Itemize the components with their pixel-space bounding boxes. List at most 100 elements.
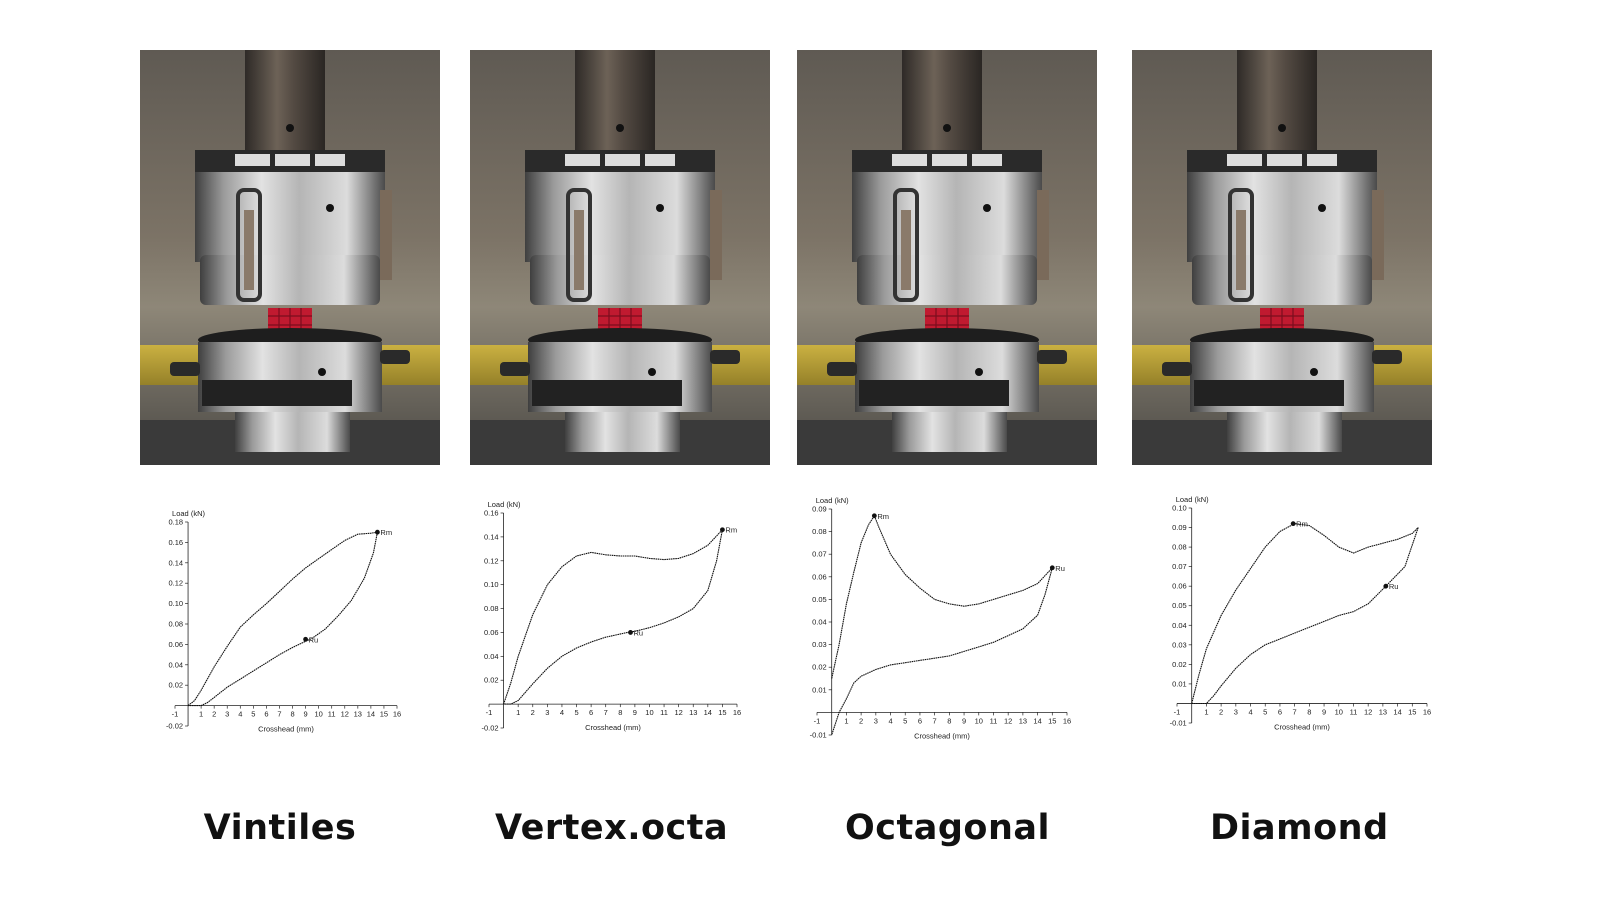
y-tick-label: 0.12	[168, 579, 183, 588]
x-axis-label: Crosshead (mm)	[585, 723, 641, 732]
point-ru-marker	[628, 630, 633, 635]
y-tick-label: 0.04	[812, 618, 827, 627]
y-tick-label: -0.01	[1170, 719, 1187, 728]
x-tick-label: 11	[990, 716, 998, 725]
x-tick-label: 6	[1278, 707, 1282, 716]
x-tick-label: 14	[704, 708, 712, 717]
y-tick-label: 0.04	[1172, 621, 1187, 630]
point-ru-label: Ru	[1055, 564, 1065, 573]
y-tick-label: 0.07	[1172, 562, 1187, 571]
x-tick-label: 16	[1423, 707, 1431, 716]
x-tick-label: 15	[1048, 716, 1056, 725]
load-displacement-chart: -1 1 2 3 4 5 6 7 8 9 10 11 12 13 14 15 16 -0.01 0.01 0.02 0.…	[795, 495, 1075, 760]
x-tick-label: 2	[1219, 707, 1223, 716]
x-tick-label: 2	[859, 716, 863, 725]
y-tick-label: 0.18	[168, 518, 183, 527]
y-tick-label: 0.06	[484, 628, 499, 637]
y-tick-label: 0.03	[812, 640, 827, 649]
x-tick-label: 13	[689, 708, 697, 717]
point-rm-marker	[375, 529, 380, 535]
x-tick-label: 5	[903, 716, 907, 725]
x-tick-label: 8	[290, 710, 294, 719]
x-tick-label: 5	[574, 708, 578, 717]
x-tick-label: 14	[1393, 707, 1401, 716]
y-tick-label: 0.10	[168, 599, 183, 608]
x-tick-label: 4	[560, 708, 564, 717]
x-tick-label: 1	[516, 708, 520, 717]
y-tick-label: 0.09	[812, 505, 827, 514]
point-rm-marker	[871, 513, 877, 519]
y-tick-label: 0.10	[484, 580, 499, 589]
y-axis-label: Load (kN)	[172, 509, 205, 518]
load-displacement-chart: -1 1 2 3 4 5 6 7 8 9 10 11 12 13 14 15 16 -0.01 0.01 0.02 0.…	[1155, 490, 1435, 755]
x-tick-label: 6	[918, 716, 922, 725]
x-tick-label: 1	[844, 716, 848, 725]
y-tick-label: 0.06	[812, 572, 827, 581]
x-tick-label: 15	[380, 710, 388, 719]
point-ru-label: Ru	[634, 628, 644, 637]
x-tick-label: 4	[1248, 707, 1252, 716]
series-unloading-line	[831, 567, 1053, 736]
y-tick-label: -0.02	[166, 722, 183, 731]
x-tick-label: 5	[251, 710, 255, 719]
y-tick-label: 0.05	[1172, 601, 1187, 610]
x-tick-label: -1	[172, 710, 179, 719]
x-tick-label: 11	[660, 708, 668, 717]
panel-vertex-octa: -1 1 2 3 4 5 6 7 8 9 10 11 12 13 14 15 16 -0.02 0.02 0.04 0.…	[0, 0, 800, 848]
x-tick-label: 10	[1335, 707, 1343, 716]
x-tick-label: 9	[962, 716, 966, 725]
x-tick-label: -1	[814, 716, 821, 725]
point-ru-marker	[1383, 583, 1389, 589]
x-tick-label: 10	[645, 708, 653, 717]
x-tick-label: 3	[225, 710, 229, 719]
y-tick-label: 0.01	[812, 685, 827, 694]
y-tick-label: 0.02	[1172, 660, 1187, 669]
y-tick-label: 0.08	[1172, 543, 1187, 552]
y-axis-label: Load (kN)	[488, 500, 521, 509]
x-tick-label: 3	[874, 716, 878, 725]
x-tick-label: 14	[367, 710, 375, 719]
point-ru-marker	[303, 636, 308, 642]
y-tick-label: -0.02	[481, 724, 498, 733]
series-loading-line	[187, 531, 378, 707]
series-unloading-line	[188, 532, 378, 707]
point-rm-label: Rm	[1296, 520, 1308, 529]
y-tick-label: 0.06	[168, 640, 183, 649]
y-tick-label: 0.08	[484, 604, 499, 613]
y-tick-label: 0.05	[812, 595, 827, 604]
x-tick-label: 7	[277, 710, 281, 719]
x-tick-label: 3	[545, 708, 549, 717]
x-tick-label: 1	[199, 710, 203, 719]
y-tick-label: 0.06	[1172, 582, 1187, 591]
panel-caption: Vertex.octa	[495, 808, 729, 848]
x-tick-label: 16	[733, 708, 741, 717]
x-tick-label: 9	[304, 710, 308, 719]
x-tick-label: 6	[264, 710, 268, 719]
x-tick-label: 9	[633, 708, 637, 717]
series-loading-line	[831, 514, 1053, 679]
x-tick-label: 10	[975, 716, 983, 725]
x-tick-label: 8	[947, 716, 951, 725]
x-tick-label: 8	[1307, 707, 1311, 716]
x-tick-label: 3	[1234, 707, 1238, 716]
y-tick-label: 0.04	[168, 660, 183, 669]
x-tick-label: 8	[618, 708, 622, 717]
panel-caption: Octagonal	[845, 808, 1050, 848]
y-tick-label: 0.10	[1172, 504, 1187, 513]
x-tick-label: 2	[212, 710, 216, 719]
x-tick-label: 2	[531, 708, 535, 717]
y-tick-label: 0.09	[1172, 523, 1187, 532]
load-displacement-chart: -1 1 2 3 4 5 6 7 8 9 10 11 12 13 14 15 16 -0.02 0.02 0.04 0.…	[155, 508, 415, 748]
x-tick-label: 14	[1033, 716, 1041, 725]
point-rm-label: Rm	[380, 528, 392, 537]
series-loading-line	[1191, 523, 1419, 704]
x-tick-label: 4	[238, 710, 242, 719]
panel-diamond: -1 1 2 3 4 5 6 7 8 9 10 11 12 13 14 15 16 -0.01 0.01 0.02 0.…	[0, 0, 1440, 848]
x-axis-label: Crosshead (mm)	[258, 725, 314, 734]
y-tick-label: 0.04	[484, 652, 499, 661]
x-tick-label: 15	[718, 708, 726, 717]
x-tick-label: 12	[341, 710, 349, 719]
y-tick-label: 0.02	[168, 681, 183, 690]
series-unloading-line	[1191, 527, 1419, 705]
panel-vintiles: -1 1 2 3 4 5 6 7 8 9 10 11 12 13 14 15 16 -0.02 0.02 0.04 0.…	[0, 0, 400, 900]
